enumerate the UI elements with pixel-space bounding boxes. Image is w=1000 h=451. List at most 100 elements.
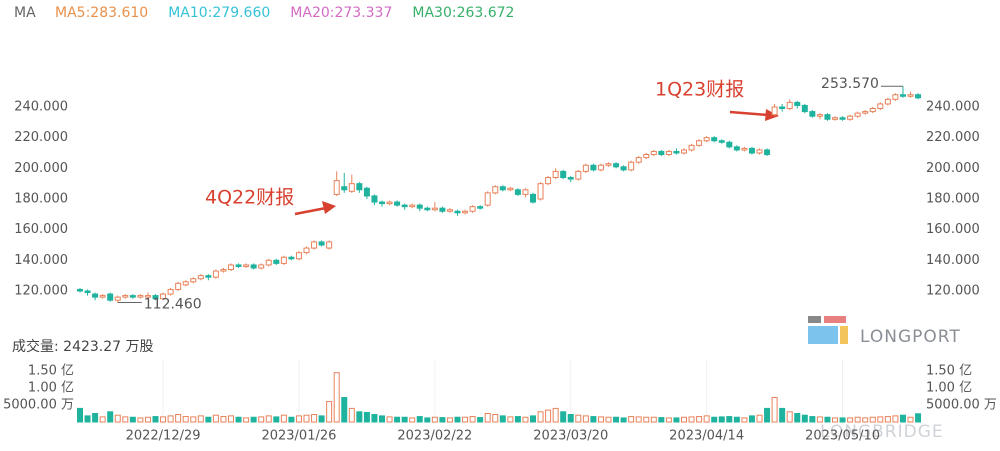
candle-body — [567, 177, 574, 180]
volume-bar — [295, 415, 302, 423]
volume-bar — [363, 411, 370, 423]
candle-body — [681, 149, 687, 154]
candle-body — [847, 115, 854, 120]
candle-body — [779, 106, 786, 110]
candle-body — [635, 157, 642, 163]
volume-bar — [514, 416, 521, 423]
candle-body — [530, 193, 536, 203]
candle-body — [265, 259, 272, 266]
volume-bar — [220, 416, 227, 423]
volume-bar — [748, 415, 755, 423]
min-label: 112.460 — [144, 297, 202, 313]
candle-body — [816, 114, 823, 117]
volume-bar — [401, 416, 408, 423]
volume-bar — [462, 416, 469, 423]
volume-bar — [477, 417, 484, 423]
volume-bar — [439, 417, 446, 423]
candle-body — [492, 186, 499, 194]
candle-body — [371, 195, 378, 203]
candle-body — [688, 144, 695, 151]
volume-bar — [431, 416, 438, 423]
volume-bar — [718, 416, 725, 423]
candle-body — [250, 264, 257, 269]
y-tick-label: 160.000 — [14, 222, 68, 237]
x-tick-label: 2023/02/22 — [397, 429, 472, 444]
volume-tick-label: 1.50 亿 — [926, 364, 972, 379]
candle-body — [658, 150, 665, 156]
candle-body — [356, 183, 363, 191]
candle-body — [379, 201, 385, 205]
candle-body — [582, 164, 589, 172]
volume-bar — [484, 413, 491, 423]
candle-body — [877, 103, 884, 110]
candle-body — [756, 149, 763, 154]
volume-bar — [816, 416, 823, 423]
volume-bar — [809, 416, 816, 423]
max-label: 253.570 — [821, 76, 879, 92]
y2-tick-label: 120.000 — [926, 283, 980, 298]
y2-tick-label: 240.000 — [926, 99, 980, 114]
volume-bar — [733, 416, 740, 423]
candle-body — [122, 295, 129, 298]
volume-bar — [756, 414, 763, 423]
volume-bar — [884, 416, 891, 423]
volume-bar — [303, 414, 310, 423]
candle-body — [824, 114, 831, 120]
logo — [808, 316, 848, 344]
candle-body — [77, 288, 83, 292]
candle-body — [733, 146, 740, 151]
volume-bar — [265, 415, 272, 423]
candle-body — [741, 147, 748, 151]
volume-bar — [243, 417, 250, 423]
candle-body — [446, 209, 453, 212]
y-tick-label: 240.000 — [14, 99, 68, 114]
volume-bar — [771, 397, 778, 423]
volume-bar — [175, 414, 182, 423]
candle-body — [303, 247, 310, 254]
volume-bar — [258, 416, 265, 423]
volume-bar — [333, 372, 340, 423]
volume-bar — [205, 416, 212, 423]
candle-body — [295, 252, 302, 260]
volume-bar — [862, 417, 869, 423]
candle-body — [748, 147, 755, 154]
annotation: 4Q22财报 — [205, 187, 294, 209]
candle-body — [915, 94, 922, 99]
candle-body — [333, 180, 340, 195]
watermark: LONGBRIDGE — [820, 422, 944, 442]
volume-bar — [235, 416, 242, 423]
candle-body — [311, 241, 318, 249]
candle-body — [832, 117, 838, 120]
candle-body — [92, 293, 99, 298]
volume-bar — [711, 416, 718, 423]
candle-body — [273, 259, 280, 264]
annotation: 1Q23财报 — [655, 79, 744, 101]
candle-body — [416, 204, 423, 209]
volume-bar — [167, 415, 174, 423]
volume-bar — [280, 414, 287, 423]
volume-bar — [311, 414, 318, 423]
volume-bar — [348, 407, 355, 423]
candle-body — [160, 293, 167, 300]
candle-body — [137, 295, 144, 298]
candle-body — [175, 282, 182, 290]
volume-bar — [567, 414, 574, 423]
volume-bar — [824, 416, 831, 423]
candle-body — [469, 206, 476, 212]
x-tick-label: 2023/01/26 — [261, 429, 336, 444]
volume-bar — [650, 416, 657, 423]
volume-bar — [454, 416, 461, 423]
candle-body — [484, 192, 491, 206]
volume-bar — [537, 411, 544, 423]
y2-tick-label: 160.000 — [926, 222, 980, 237]
x-tick-label: 2023/05/10 — [805, 429, 880, 444]
candle-body — [129, 295, 136, 298]
candle-body — [99, 295, 106, 298]
candle-body — [794, 101, 801, 106]
volume-bar — [144, 416, 151, 423]
volume-bar — [499, 415, 506, 423]
x-tick-label: 2022/12/29 — [126, 429, 201, 444]
volume-bar — [552, 407, 559, 423]
volume-bar — [250, 416, 257, 423]
candle-body — [212, 270, 219, 278]
